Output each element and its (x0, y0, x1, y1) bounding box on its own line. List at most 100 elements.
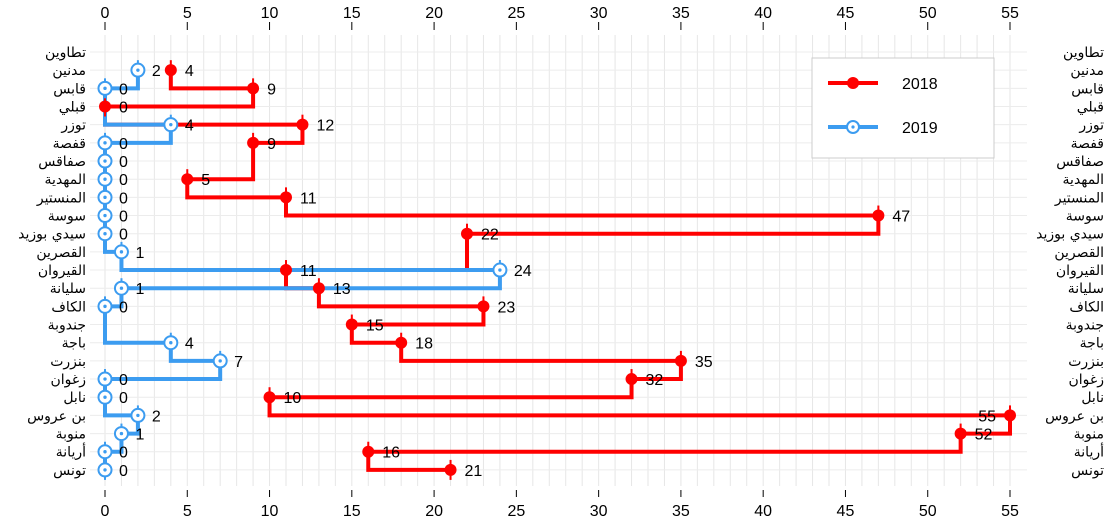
category-label-right: بنزرت (1068, 354, 1104, 370)
data-label-2018: 9 (267, 81, 276, 98)
bottom-axis: 0 5 10 15 20 25 30 35 40 45 50 55 (101, 490, 1019, 520)
category-label-right: القصرين (1054, 245, 1104, 261)
data-label-2018: 55 (978, 408, 996, 425)
legend-2019-label: 2019 (902, 120, 938, 137)
top-tick-label: 0 (101, 5, 110, 22)
category-label-right: أريانة (1074, 443, 1104, 461)
point-2018 (1004, 409, 1016, 422)
point-dot-2019 (103, 213, 107, 218)
data-labels: 4901295114722111323151835321055521621204… (119, 63, 996, 480)
data-label-2019: 0 (119, 299, 128, 316)
point-2018 (99, 100, 111, 113)
point-2018 (296, 118, 309, 131)
point-2018 (362, 445, 375, 458)
grid (90, 35, 1027, 486)
point-dot-2019 (103, 195, 107, 200)
data-label-2019: 4 (185, 118, 194, 135)
bottom-tick-label: 45 (837, 503, 855, 520)
category-label-left: قبلي (59, 100, 86, 116)
data-label-2019: 0 (119, 81, 128, 98)
point-2018 (625, 373, 638, 386)
bottom-tick-label: 55 (1001, 503, 1019, 520)
point-2018 (345, 318, 358, 331)
category-label-left: المنستير (36, 190, 86, 206)
legend-box (811, 57, 995, 159)
data-label-2019: 1 (135, 427, 144, 444)
bottom-tick-label: 25 (507, 503, 525, 520)
data-label-2019: 0 (119, 445, 128, 462)
category-label-left: بنزرت (50, 354, 86, 370)
category-label-right: القيروان (1056, 263, 1104, 279)
category-label-left: قابس (53, 81, 86, 97)
category-label-left: المهدية (45, 172, 86, 188)
category-label-left: مدنين (52, 63, 86, 79)
point-dot-2019 (498, 268, 502, 272)
data-label-2019: 7 (234, 354, 243, 371)
data-label-2019: 0 (119, 136, 128, 153)
category-label-right: مدنين (1070, 63, 1104, 79)
point-dot-2019 (169, 341, 173, 345)
category-label-right: باجة (1080, 336, 1104, 352)
category-label-right: قفصة (1071, 136, 1104, 152)
category-label-left: سيدي بوزيد (18, 227, 86, 243)
data-label-2018: 13 (333, 281, 351, 298)
bottom-tick-label: 35 (672, 503, 690, 520)
data-label-2019: 0 (119, 372, 128, 389)
category-label-left: القصرين (36, 245, 86, 261)
category-label-left: صفاقس (38, 154, 86, 170)
point-dot-2019 (103, 304, 107, 309)
data-label-2019: 0 (119, 390, 128, 407)
top-tick-label: 30 (590, 5, 608, 22)
category-label-left: تطاوين (45, 45, 86, 61)
point-dot-2019 (119, 431, 124, 436)
point-dot-2019 (119, 250, 124, 254)
data-label-2019: 0 (119, 463, 128, 480)
top-tick-label: 20 (425, 5, 443, 22)
point-dot-2019 (103, 232, 107, 236)
category-label-left: سوسة (48, 209, 86, 225)
point-dot-2019 (103, 468, 107, 472)
data-label-2018: 0 (119, 100, 128, 117)
category-label-left: زغوان (51, 372, 87, 388)
data-label-2018: 22 (481, 227, 499, 244)
data-label-2018: 21 (465, 463, 483, 480)
point-2018 (312, 282, 325, 295)
point-2018 (461, 227, 473, 240)
point-2018 (674, 354, 687, 367)
point-dot-2019 (218, 359, 222, 363)
category-label-right: سليانة (1068, 281, 1104, 297)
data-label-2018: 5 (201, 172, 210, 189)
data-label-2019: 24 (514, 263, 532, 280)
right-category-labels: تطاوين مدنين قابس قبلي توزر قفصة صفاقس المهدية ا… (1036, 45, 1104, 479)
top-tick-label: 10 (261, 5, 279, 22)
point-2018 (477, 300, 490, 313)
category-label-left: توزر (60, 118, 86, 134)
category-label-right: بن عروس (1045, 408, 1104, 424)
data-label-2018: 18 (415, 336, 433, 353)
data-label-2019: 0 (119, 227, 128, 244)
bottom-tick-label: 10 (261, 503, 279, 520)
category-label-right: قبلي (1077, 100, 1104, 116)
data-label-2019: 4 (185, 336, 194, 353)
data-label-2018: 52 (975, 427, 993, 444)
top-axis: 0 5 10 15 20 25 30 35 40 45 50 55 (101, 5, 1019, 30)
top-tick-label: 35 (672, 5, 690, 22)
top-tick-label: 5 (183, 5, 192, 22)
category-label-right: صفاقس (1056, 154, 1104, 170)
top-tick-label: 40 (754, 5, 772, 22)
bottom-tick-label: 20 (425, 503, 443, 520)
point-2018 (872, 209, 885, 222)
point-dot-2019 (103, 395, 107, 399)
point-dot-2019 (103, 177, 107, 181)
bottom-tick-label: 30 (590, 503, 608, 520)
data-label-2019: 0 (119, 154, 128, 171)
point-2018 (954, 427, 967, 440)
data-label-2019: 2 (152, 408, 161, 425)
data-label-2019: 0 (119, 172, 128, 189)
category-label-left: أريانة (56, 443, 86, 461)
category-label-right: المهدية (1063, 172, 1104, 188)
category-label-left: قفصة (53, 136, 86, 152)
category-label-right: قابس (1071, 81, 1104, 97)
bottom-tick-label: 40 (754, 503, 772, 520)
